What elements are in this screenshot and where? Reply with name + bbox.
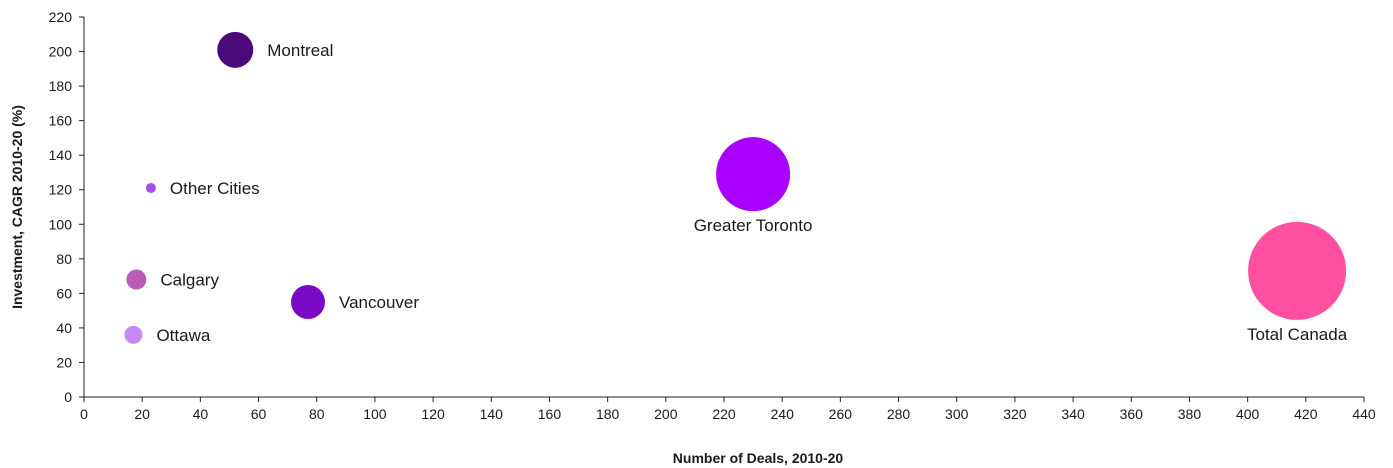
y-tick-label: 40: [56, 320, 72, 336]
x-tick-label: 280: [887, 406, 911, 422]
x-axis-title: Number of Deals, 2010-20: [673, 450, 844, 466]
bubble-greater-toronto: [716, 137, 791, 212]
x-tick-label: 100: [363, 406, 387, 422]
y-tick-label: 0: [64, 389, 72, 405]
axes-layer: [83, 17, 1364, 398]
x-tick-label: 320: [1003, 406, 1027, 422]
x-tick-label: 60: [251, 406, 267, 422]
x-tick-label: 20: [134, 406, 150, 422]
x-tick-label: 160: [538, 406, 562, 422]
bubble-labels-layer: Montreal Other Cities Greater Toronto Total…: [156, 41, 1347, 345]
x-tick-label: 80: [309, 406, 325, 422]
x-tick-label: 200: [654, 406, 678, 422]
x-axis-ticks: 0 20 40 60 80 100 120 140 160 180 200 220 240 260 280 3…: [80, 397, 1376, 422]
x-tick-label: 220: [712, 406, 736, 422]
x-tick-label: 300: [945, 406, 969, 422]
x-tick-label: 240: [771, 406, 795, 422]
bubble-montreal: [217, 31, 254, 68]
x-tick-label: 120: [421, 406, 445, 422]
bubbles-layer: [124, 31, 1347, 344]
x-tick-label: 380: [1178, 406, 1202, 422]
y-tick-label: 120: [49, 182, 73, 198]
y-tick-label: 80: [56, 251, 72, 267]
x-tick-label: 400: [1236, 406, 1260, 422]
bubble-vancouver: [291, 285, 325, 319]
x-tick-label: 40: [193, 406, 209, 422]
x-tick-label: 360: [1120, 406, 1144, 422]
y-tick-label: 220: [49, 9, 73, 25]
y-axis-ticks: 0 20 40 60 80 100 120 140 160 180 200 220: [49, 9, 84, 405]
y-axis-title: Investment, CAGR 2010-20 (%): [9, 105, 25, 309]
x-tick-label: 340: [1061, 406, 1085, 422]
y-tick-label: 100: [49, 216, 73, 232]
x-tick-label: 260: [829, 406, 853, 422]
bubble-label-ottawa: Ottawa: [156, 326, 210, 345]
bubble-label-vancouver: Vancouver: [339, 293, 419, 312]
bubble-label-total-canada: Total Canada: [1247, 325, 1348, 344]
y-tick-label: 140: [49, 147, 73, 163]
bubble-label-other-cities: Other Cities: [170, 179, 260, 198]
y-tick-label: 160: [49, 113, 73, 129]
y-tick-label: 20: [56, 354, 72, 370]
bubble-total-canada: [1248, 221, 1347, 320]
x-tick-label: 180: [596, 406, 620, 422]
bubble-calgary: [126, 269, 147, 290]
x-tick-label: 140: [480, 406, 504, 422]
y-tick-label: 180: [49, 78, 73, 94]
y-tick-label: 60: [56, 285, 72, 301]
y-tick-label: 200: [49, 44, 73, 60]
x-tick-label: 440: [1352, 406, 1376, 422]
bubble-ottawa: [124, 325, 143, 344]
x-tick-label: 420: [1294, 406, 1318, 422]
bubble-other-cities: [145, 183, 156, 193]
bubble-label-greater-toronto: Greater Toronto: [694, 216, 813, 235]
bubble-label-calgary: Calgary: [160, 271, 219, 290]
bubble-label-montreal: Montreal: [267, 41, 333, 60]
x-tick-label: 0: [80, 406, 88, 422]
